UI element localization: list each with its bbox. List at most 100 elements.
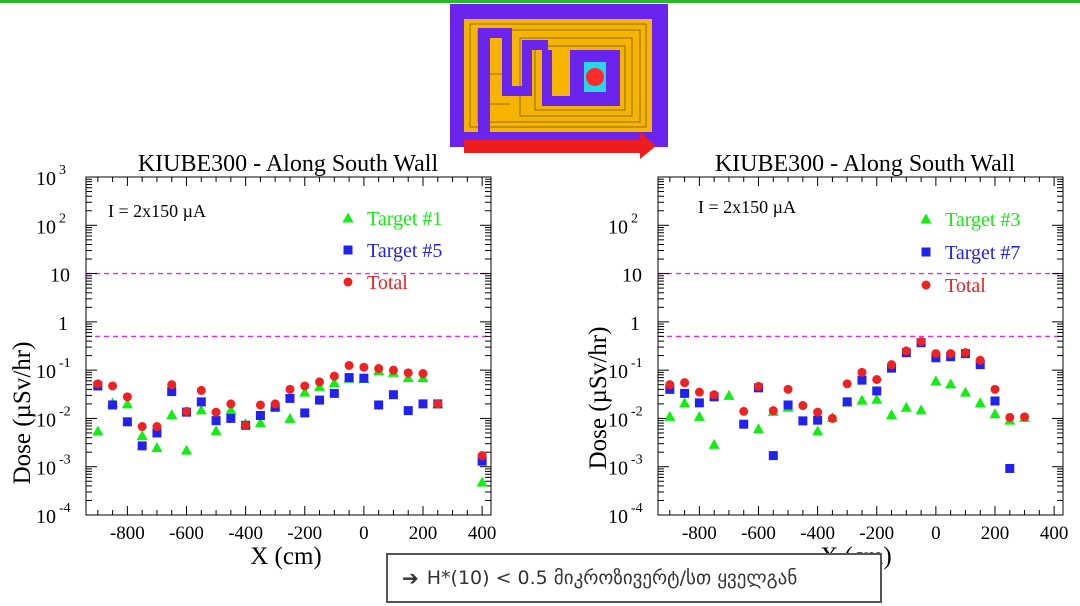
data-point bbox=[754, 381, 764, 391]
data-points bbox=[664, 337, 1031, 473]
data-point bbox=[374, 400, 384, 410]
data-point bbox=[388, 365, 398, 375]
x-tick-label: -400 bbox=[800, 523, 835, 544]
legend-marker bbox=[343, 277, 353, 287]
y-tick-exponent: -3 bbox=[631, 453, 643, 468]
y-tick-exponent: -3 bbox=[59, 453, 71, 468]
data-points bbox=[92, 360, 488, 487]
data-point bbox=[225, 404, 237, 415]
data-point bbox=[121, 398, 133, 409]
south-wall-arrow-head bbox=[640, 132, 656, 159]
data-point bbox=[872, 375, 882, 385]
data-point bbox=[152, 428, 162, 438]
limit-lines bbox=[86, 272, 491, 338]
data-point bbox=[374, 364, 384, 374]
data-point bbox=[665, 380, 675, 390]
y-tick-base: 10 bbox=[608, 409, 628, 431]
y-tick-base: 10 bbox=[50, 265, 70, 287]
data-point bbox=[122, 392, 132, 402]
data-point bbox=[680, 388, 690, 398]
data-point bbox=[827, 413, 837, 423]
y-tick-base: 10 bbox=[36, 168, 56, 190]
data-point bbox=[680, 378, 690, 388]
legend-label: Target #7 bbox=[945, 242, 1020, 264]
x-tick-label: -400 bbox=[228, 523, 263, 544]
y-tick-base: 1 bbox=[58, 313, 68, 335]
data-point bbox=[753, 423, 765, 434]
data-point bbox=[182, 406, 192, 416]
dose-chart-right: KIUBE300 - Along South Wall 10-410-310-2… bbox=[585, 151, 1069, 570]
y-tick-base: 10 bbox=[36, 361, 56, 383]
data-point bbox=[739, 406, 749, 416]
data-point bbox=[108, 400, 118, 410]
y-tick-exponent: -4 bbox=[59, 501, 71, 516]
x-tick-label: -600 bbox=[169, 523, 204, 544]
x-tick-labels: -800 -600 -400 -200 0 200 400 bbox=[110, 523, 496, 544]
data-point bbox=[167, 387, 177, 397]
x-tick-label: -200 bbox=[287, 523, 322, 544]
axis-ticks bbox=[658, 176, 1063, 516]
y-tick-exponent: 3 bbox=[59, 163, 66, 178]
y-tick-base: 1 bbox=[630, 313, 640, 335]
data-point bbox=[739, 419, 749, 429]
data-point bbox=[211, 416, 221, 426]
data-point bbox=[344, 373, 354, 383]
conclusion-note: ➔ H*(10) < 0.5 მიკროზივერტ/სთ ყველგან bbox=[386, 553, 882, 603]
data-point bbox=[152, 422, 162, 432]
arrow-right-icon: ➔ bbox=[402, 566, 419, 590]
x-tick-label: 400 bbox=[1040, 523, 1069, 544]
dose-chart-left: KIUBE300 - Along South Wall 10-410-310-2… bbox=[9, 151, 496, 570]
legend-marker bbox=[342, 212, 354, 223]
data-point bbox=[122, 417, 132, 427]
data-point bbox=[975, 355, 985, 365]
data-point bbox=[900, 401, 912, 412]
data-point bbox=[344, 360, 354, 370]
data-point bbox=[476, 476, 488, 487]
data-point bbox=[477, 456, 487, 466]
data-point bbox=[167, 380, 177, 390]
data-point bbox=[665, 384, 675, 394]
x-tick-label: 400 bbox=[468, 523, 497, 544]
y-tick-base: 10 bbox=[36, 409, 56, 431]
data-point bbox=[328, 377, 340, 388]
y-tick-base: 10 bbox=[36, 506, 56, 528]
data-point bbox=[768, 451, 778, 461]
legend-marker bbox=[920, 213, 932, 224]
x-tick-label: 200 bbox=[409, 523, 438, 544]
shielding-schematic bbox=[450, 4, 668, 159]
y-tick-base: 10 bbox=[36, 216, 56, 238]
data-point bbox=[856, 394, 868, 405]
data-point bbox=[679, 397, 691, 408]
x-axis-label: X (cm) bbox=[250, 543, 322, 570]
data-point bbox=[403, 406, 413, 416]
y-tick-label: 10 -4 bbox=[36, 501, 71, 528]
y-tick-base: 10 bbox=[608, 361, 628, 383]
y-tick-exponent: -2 bbox=[59, 404, 71, 419]
chart-title: KIUBE300 - Along South Wall bbox=[715, 151, 1016, 177]
data-point bbox=[901, 346, 911, 356]
data-point bbox=[196, 385, 206, 395]
data-point bbox=[151, 441, 163, 452]
y-tick-label: 10 -2 bbox=[608, 404, 643, 431]
y-tick-label: 1 bbox=[58, 313, 68, 335]
data-point bbox=[196, 397, 206, 407]
data-point bbox=[211, 407, 221, 417]
data-point bbox=[195, 404, 207, 415]
data-point bbox=[93, 379, 103, 389]
data-point bbox=[166, 409, 178, 420]
x-tick-label: -800 bbox=[110, 523, 145, 544]
data-point bbox=[359, 362, 369, 372]
data-point bbox=[664, 410, 676, 421]
data-point bbox=[916, 337, 926, 347]
data-point bbox=[137, 422, 147, 432]
data-point bbox=[1005, 463, 1015, 473]
data-point bbox=[813, 415, 823, 425]
data-point bbox=[226, 413, 236, 423]
data-point bbox=[960, 348, 970, 358]
y-tick-base: 10 bbox=[622, 265, 642, 287]
y-tick-label: 10 bbox=[622, 265, 642, 287]
data-point bbox=[284, 412, 296, 423]
chart-title: KIUBE300 - Along South Wall bbox=[138, 151, 439, 177]
data-point bbox=[254, 417, 266, 428]
x-tick-label: 0 bbox=[931, 523, 941, 544]
